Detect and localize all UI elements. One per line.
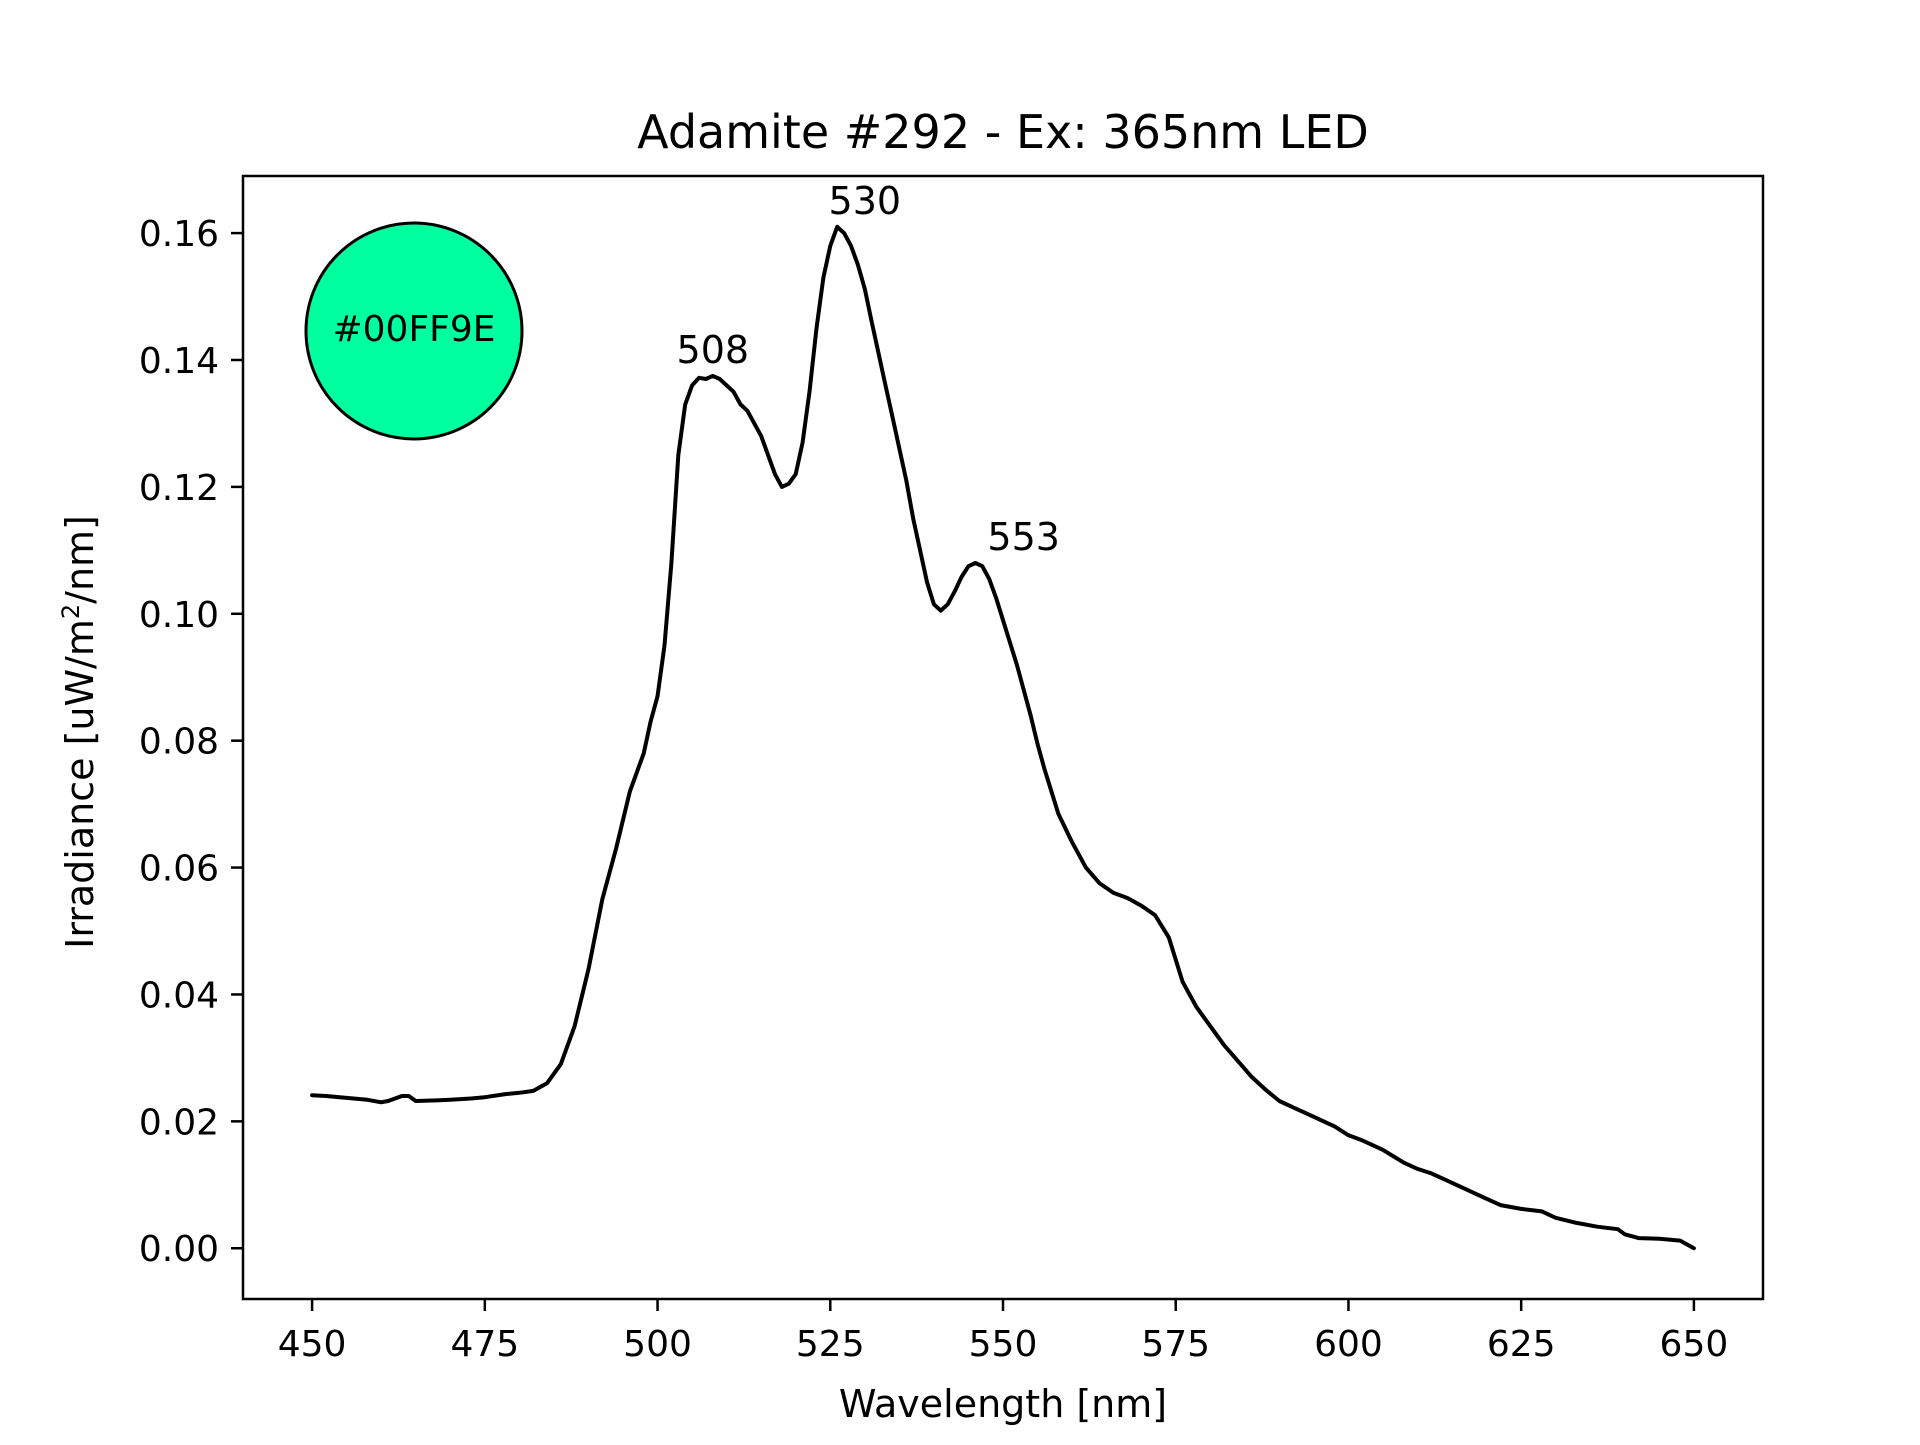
y-tick-label-0.12: 0.12: [139, 468, 219, 509]
peak-label-508: 508: [677, 328, 750, 372]
y-tick-label-0.02: 0.02: [139, 1102, 219, 1143]
x-tick-label-500: 500: [623, 1324, 692, 1365]
x-tick-label-475: 475: [450, 1324, 519, 1365]
x-tick-label-575: 575: [1141, 1324, 1210, 1365]
y-axis-label: Irradiance [uW/m2/nm]: [57, 515, 102, 949]
plot-area: 508 530 553 #00FF9E 450 475 500 525 550 575 600 625…: [139, 174, 1765, 1365]
y-axis-label-suffix: /nm]: [58, 515, 102, 604]
y-tick-label-0.16: 0.16: [139, 214, 219, 255]
color-swatch-label: #00FF9E: [332, 309, 495, 350]
color-swatch-circle: [304, 221, 524, 441]
y-tick-label-0.04: 0.04: [139, 975, 219, 1016]
peak-label-553: 553: [987, 515, 1060, 559]
y-tick-label-0.06: 0.06: [139, 849, 219, 890]
y-tick-label-0.10: 0.10: [139, 595, 219, 636]
x-tick-label-525: 525: [796, 1324, 865, 1365]
x-tick-label-600: 600: [1314, 1324, 1383, 1365]
chart-title: Adamite #292 - Ex: 365nm LED: [637, 105, 1369, 159]
x-tick-label-450: 450: [278, 1324, 347, 1365]
x-tick-label-550: 550: [969, 1324, 1038, 1365]
y-tick-label-0.14: 0.14: [139, 341, 219, 382]
y-axis-label-superscript: 2: [57, 604, 85, 619]
peak-label-530: 530: [829, 179, 902, 223]
series-line: [310, 224, 1696, 1251]
x-axis-label: Wavelength [nm]: [839, 1382, 1167, 1426]
y-tick-label-0.08: 0.08: [139, 722, 219, 763]
x-tick-label-625: 625: [1487, 1324, 1556, 1365]
x-tick-label-650: 650: [1660, 1324, 1729, 1365]
y-axis-label-prefix: Irradiance [uW/m: [58, 619, 102, 949]
y-tick-label-0.00: 0.00: [139, 1229, 219, 1270]
